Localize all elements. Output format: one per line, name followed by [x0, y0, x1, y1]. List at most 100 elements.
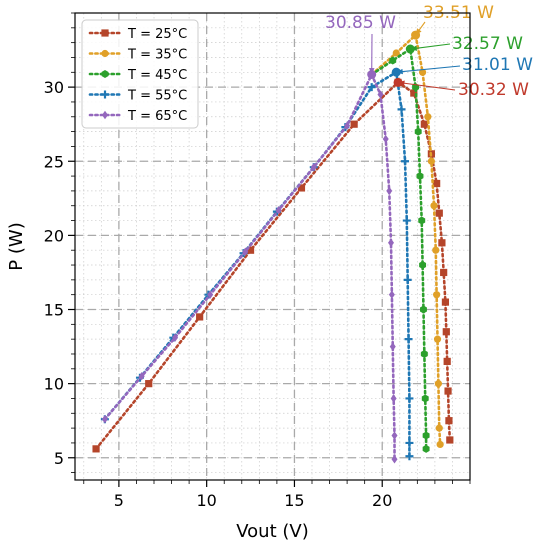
data-point [101, 415, 108, 424]
data-point [367, 83, 376, 92]
data-point [424, 113, 432, 121]
legend-label: T = 35°C [127, 48, 187, 63]
annotation-5: 30.32 W [393, 77, 529, 100]
data-point [405, 438, 414, 447]
data-point [422, 431, 430, 440]
annotation-3: 32.57 W [405, 34, 523, 54]
legend-entry-5: T = 65°C [88, 109, 187, 124]
data-point [172, 333, 179, 342]
annotations: 30.85 W 33.51 W32.57 W31.01 W30.32 W [325, 3, 533, 100]
y-tick-label: 15 [44, 301, 64, 320]
data-point [391, 431, 398, 440]
data-point [405, 394, 414, 403]
data-point [391, 455, 398, 464]
data-point [420, 349, 428, 358]
data-point [404, 335, 413, 344]
data-point [421, 394, 429, 403]
data-point [432, 246, 440, 254]
data-point [101, 70, 109, 78]
annotation-label: 32.57 W [452, 34, 523, 54]
data-point [446, 436, 454, 444]
plot-frame [74, 12, 471, 481]
data-point [297, 184, 306, 192]
legend-entry-4: T = 55°C [88, 89, 187, 104]
data-point [92, 445, 100, 453]
data-point [242, 247, 249, 256]
x-tick-label: 20 [372, 491, 392, 510]
data-point [377, 90, 384, 99]
x-axis-label: Vout (V) [236, 521, 308, 542]
annotation-point [405, 44, 415, 54]
legend-label: T = 55°C [127, 89, 187, 104]
data-point [390, 394, 397, 403]
series-4 [100, 68, 414, 461]
series-3 [368, 45, 430, 453]
data-point [402, 216, 411, 225]
legend-entry-1: T = 25°C [88, 27, 187, 42]
data-point [433, 179, 441, 188]
y-tick-label: 10 [44, 375, 64, 394]
data-point [419, 68, 427, 76]
data-point [433, 291, 441, 299]
data-point [420, 305, 427, 314]
data-point [443, 357, 451, 365]
data-point [101, 90, 109, 99]
legend-entry-2: T = 35°C [88, 48, 187, 63]
annotation-1: 30.85 W [325, 13, 396, 80]
data-point [389, 342, 396, 351]
data-point [392, 49, 400, 57]
x-tick-label: 10 [196, 491, 216, 510]
y-axis-label: P (W) [6, 222, 27, 270]
data-point [418, 216, 426, 225]
series-5 [101, 70, 398, 464]
data-point [386, 186, 393, 196]
annotation-arrow [410, 43, 451, 50]
series-1 [92, 78, 454, 453]
legend-box [81, 19, 199, 129]
data-point [101, 29, 109, 37]
data-point [440, 268, 448, 277]
data-point [434, 380, 442, 388]
x-tick-label: 15 [284, 491, 304, 510]
y-tick-label: 5 [54, 449, 64, 468]
legend-entry-3: T = 45°C [88, 68, 187, 83]
data-point [310, 162, 317, 172]
annotation-label: 30.85 W [325, 13, 396, 33]
legend-label: T = 65°C [127, 109, 187, 124]
annotation-arrow [396, 65, 461, 73]
data-point [382, 134, 389, 144]
data-point [430, 202, 438, 210]
legend-label: T = 45°C [127, 68, 187, 83]
data-point [401, 157, 410, 166]
data-point [389, 56, 397, 65]
data-point [145, 380, 153, 388]
data-point [435, 424, 443, 432]
annotation-arrow [397, 81, 456, 91]
data-point [405, 452, 414, 461]
data-point [442, 328, 450, 336]
data-point [436, 440, 444, 449]
data-point [403, 275, 412, 284]
data-point [414, 127, 422, 136]
annotation-point [393, 77, 403, 87]
data-point [416, 172, 424, 181]
data-point [435, 209, 443, 217]
annotation-point [391, 67, 401, 77]
axis-ticks: 5 10 15 20 5 10 15 20 25 30 [44, 12, 471, 510]
annotation-point [411, 30, 421, 40]
data-point [433, 335, 442, 343]
data-point [422, 444, 430, 453]
y-tick-label: 20 [44, 226, 64, 245]
data-point [246, 246, 255, 254]
data-point [388, 290, 395, 299]
data-point [101, 49, 109, 58]
x-tick-label: 5 [114, 491, 124, 510]
series-line [103, 70, 411, 458]
series-line [103, 71, 396, 461]
data-point [102, 110, 108, 120]
data-point [445, 417, 453, 425]
y-tick-label: 30 [44, 78, 64, 97]
annotation-4: 31.01 W [391, 55, 533, 77]
data-point [350, 120, 358, 128]
